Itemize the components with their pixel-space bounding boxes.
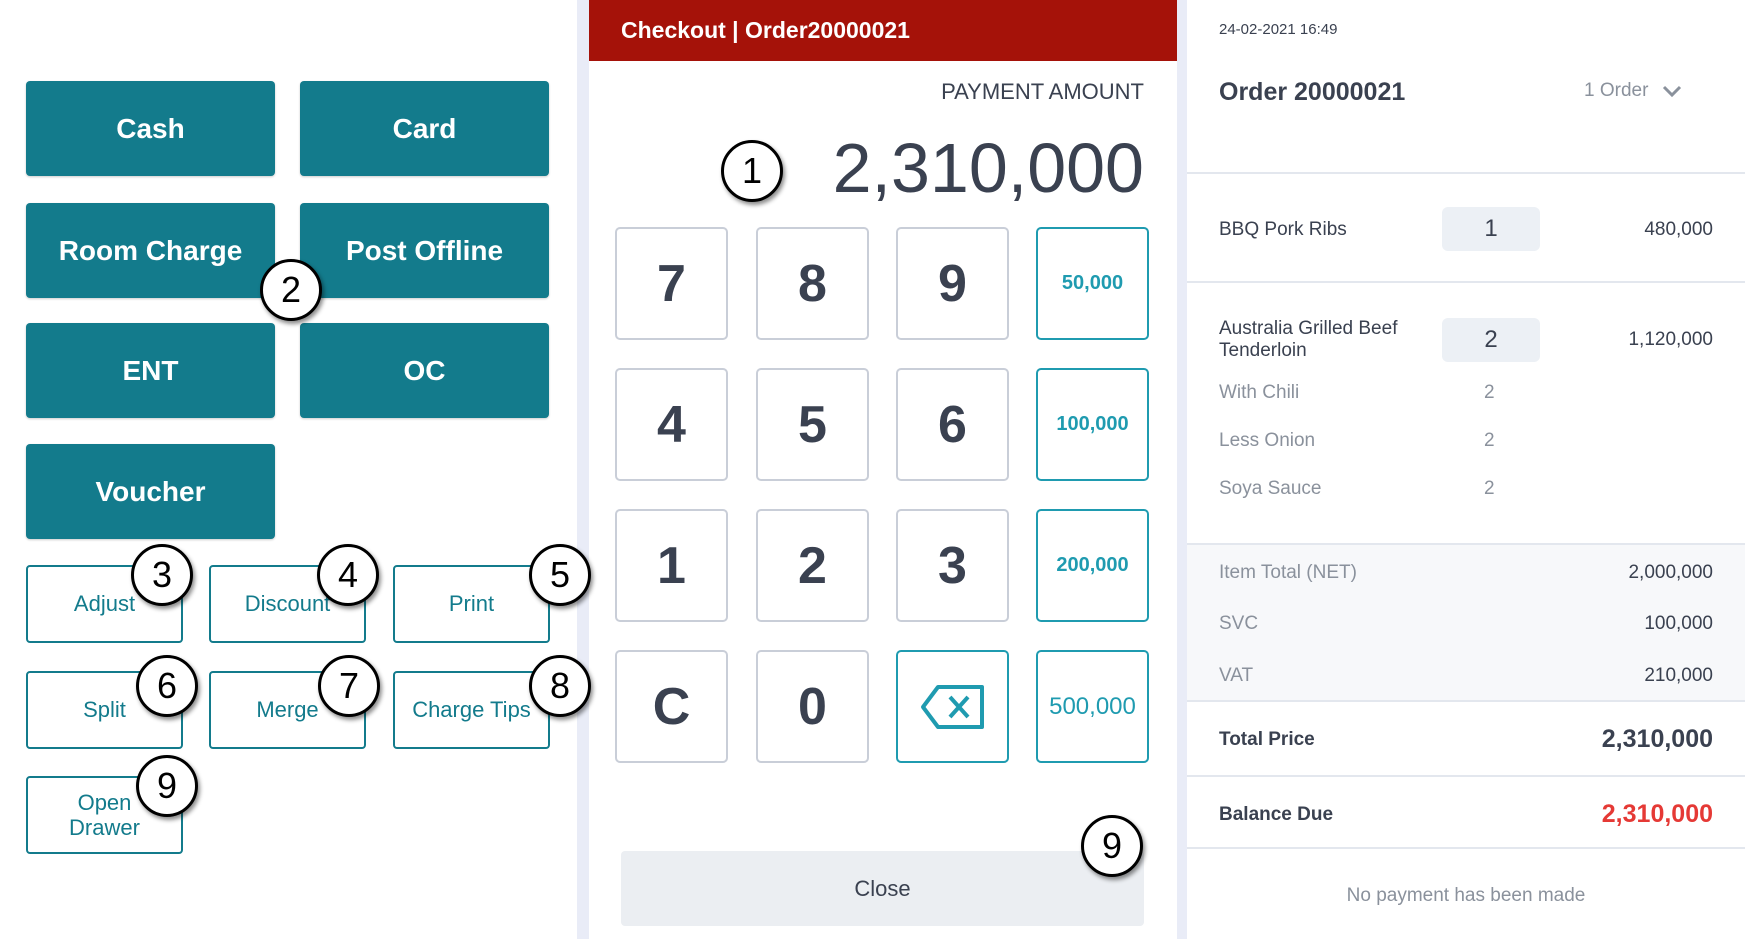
modifier-qty: 2 bbox=[1484, 478, 1495, 499]
no-payment-message: No payment has been made bbox=[1346, 885, 1586, 906]
summary-value: 100,000 bbox=[1644, 613, 1713, 634]
divider bbox=[1177, 0, 1187, 939]
checkout-header: Checkout | Order20000021 bbox=[589, 0, 1177, 61]
summary-label: SVC bbox=[1219, 613, 1259, 634]
close-button[interactable]: Close bbox=[621, 851, 1144, 926]
key-3[interactable]: 3 bbox=[896, 509, 1009, 622]
oc-button[interactable]: OC bbox=[300, 323, 549, 418]
room-charge-button[interactable]: Room Charge bbox=[26, 203, 275, 298]
key-clear[interactable]: C bbox=[615, 650, 728, 763]
summary-label: Item Total (NET) bbox=[1219, 562, 1357, 583]
item-name: Australia Grilled Beef Tenderloin bbox=[1219, 318, 1398, 361]
summary-label: VAT bbox=[1219, 665, 1254, 686]
summary-value: 2,000,000 bbox=[1628, 562, 1713, 583]
callout-marker: 3 bbox=[131, 544, 193, 606]
total-price-value: 2,310,000 bbox=[1601, 725, 1713, 753]
callout-marker: 9 bbox=[1081, 815, 1143, 877]
modifier-qty: 2 bbox=[1484, 382, 1495, 403]
cash-button[interactable]: Cash bbox=[26, 81, 275, 176]
item-qty[interactable]: 2 bbox=[1442, 318, 1540, 362]
key-4[interactable]: 4 bbox=[615, 368, 728, 481]
callout-marker: 4 bbox=[317, 544, 379, 606]
divider bbox=[577, 0, 589, 939]
divider bbox=[1187, 775, 1745, 777]
balance-due-value: 2,310,000 bbox=[1601, 800, 1713, 828]
divider bbox=[1187, 847, 1745, 849]
payment-amount-label: PAYMENT AMOUNT bbox=[941, 79, 1144, 104]
balance-due-label: Balance Due bbox=[1219, 804, 1334, 825]
modifier-qty: 2 bbox=[1484, 430, 1495, 451]
item-qty[interactable]: 1 bbox=[1442, 207, 1540, 251]
order-title: Order 20000021 bbox=[1219, 78, 1406, 106]
divider bbox=[1187, 172, 1745, 174]
modifier-name: Soya Sauce bbox=[1219, 478, 1322, 499]
key-8[interactable]: 8 bbox=[756, 227, 869, 340]
key-6[interactable]: 6 bbox=[896, 368, 1009, 481]
voucher-button[interactable]: Voucher bbox=[26, 444, 275, 539]
callout-marker: 8 bbox=[529, 655, 591, 717]
key-7[interactable]: 7 bbox=[615, 227, 728, 340]
payment-amount-value: 2,310,000 bbox=[832, 129, 1144, 207]
item-price: 480,000 bbox=[1644, 219, 1713, 240]
quick-amount-200000[interactable]: 200,000 bbox=[1036, 509, 1149, 622]
key-2[interactable]: 2 bbox=[756, 509, 869, 622]
summary-section bbox=[1187, 543, 1745, 701]
key-5[interactable]: 5 bbox=[756, 368, 869, 481]
backspace-button[interactable] bbox=[896, 650, 1009, 763]
callout-marker: 5 bbox=[529, 544, 591, 606]
card-button[interactable]: Card bbox=[300, 81, 549, 176]
order-datetime: 24-02-2021 16:49 bbox=[1219, 21, 1338, 38]
order-selector-dropdown[interactable]: 1 Order bbox=[1584, 80, 1682, 102]
callout-marker: 6 bbox=[136, 655, 198, 717]
divider bbox=[1187, 700, 1745, 702]
chevron-down-icon bbox=[1663, 85, 1682, 98]
post-offline-button[interactable]: Post Offline bbox=[300, 203, 549, 298]
divider bbox=[1187, 281, 1745, 283]
callout-marker: 1 bbox=[721, 140, 783, 202]
key-0[interactable]: 0 bbox=[756, 650, 869, 763]
ent-button[interactable]: ENT bbox=[26, 323, 275, 418]
backspace-icon bbox=[920, 684, 984, 729]
key-9[interactable]: 9 bbox=[896, 227, 1009, 340]
quick-amount-100000[interactable]: 100,000 bbox=[1036, 368, 1149, 481]
item-price: 1,120,000 bbox=[1628, 329, 1713, 350]
item-name: BBQ Pork Ribs bbox=[1219, 219, 1347, 240]
total-price-label: Total Price bbox=[1219, 729, 1315, 750]
charge-tips-button[interactable]: Charge Tips bbox=[393, 671, 550, 749]
modifier-name: Less Onion bbox=[1219, 430, 1316, 451]
quick-amount-50000[interactable]: 50,000 bbox=[1036, 227, 1149, 340]
quick-amount-500000[interactable]: 500,000 bbox=[1036, 650, 1149, 763]
callout-marker: 7 bbox=[318, 655, 380, 717]
order-count: 1 Order bbox=[1584, 80, 1649, 101]
summary-value: 210,000 bbox=[1644, 665, 1713, 686]
modifier-name: With Chili bbox=[1219, 382, 1300, 403]
print-button[interactable]: Print bbox=[393, 565, 550, 643]
callout-marker: 9 bbox=[136, 755, 198, 817]
callout-marker: 2 bbox=[260, 259, 322, 321]
key-1[interactable]: 1 bbox=[615, 509, 728, 622]
